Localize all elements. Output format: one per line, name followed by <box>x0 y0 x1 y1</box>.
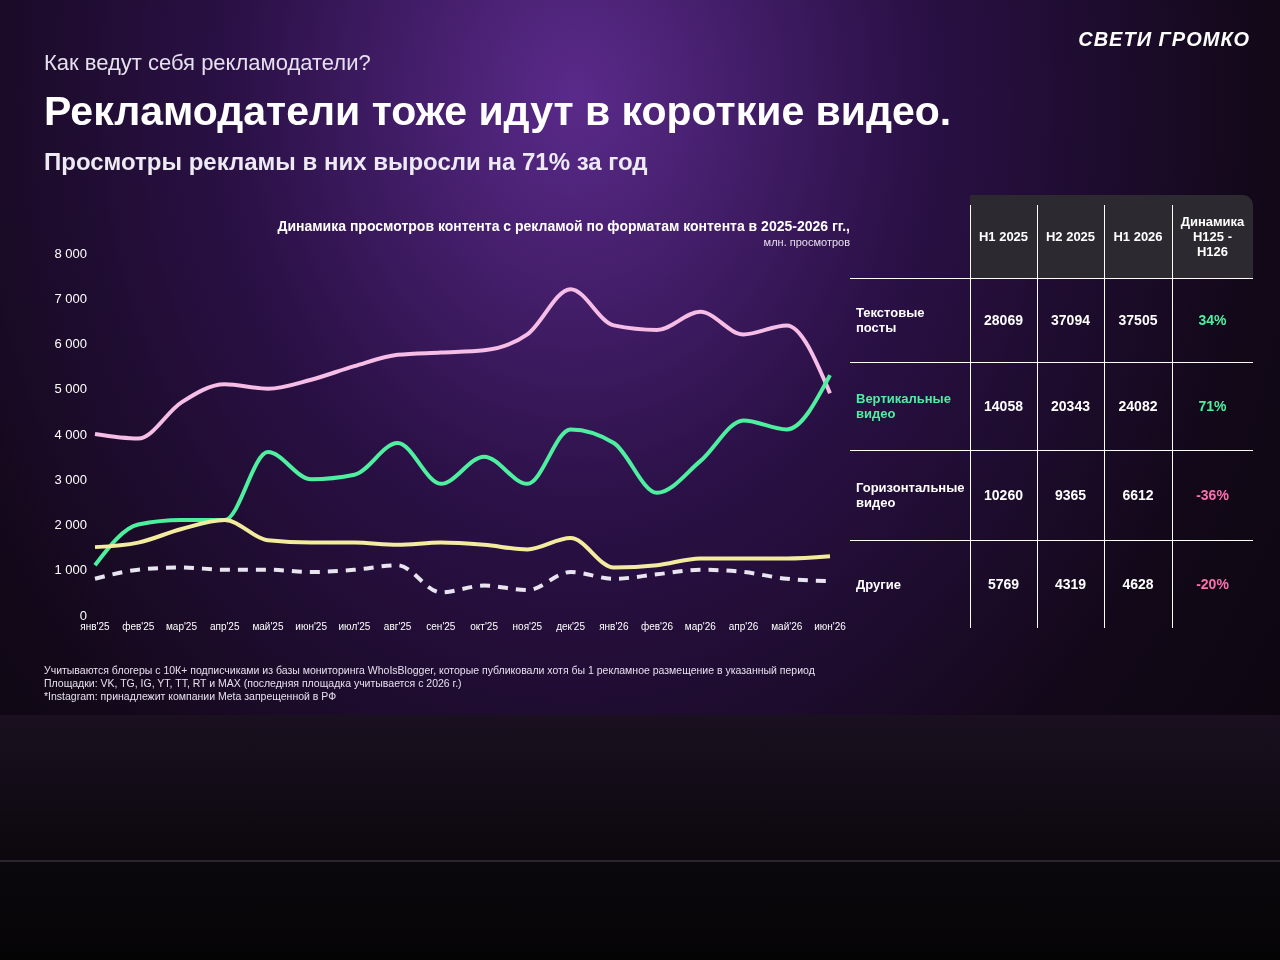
html-text:*Instagram: принадлежит компан: *Instagram: принадлежит компании Meta за… <box>44 690 337 702</box>
html-text:Текстовые посты: Текстовые посты <box>856 305 925 335</box>
svg-text:ноя'25: ноя'25 <box>513 621 543 632</box>
svg-text:сен'25: сен'25 <box>426 621 456 632</box>
html-text:24082: 24082 <box>1118 398 1158 414</box>
html-text:9365: 9365 <box>1054 487 1087 503</box>
html-text:Рекламодатели тоже идут в коро: Рекламодатели тоже идут в короткие видео… <box>44 88 952 134</box>
html-text:37094: 37094 <box>1051 312 1090 328</box>
html-text:4319: 4319 <box>1054 576 1087 592</box>
html-text:-20%: -20% <box>1196 576 1229 592</box>
html-text:Площадки: VK, TG, IG, YT, TT,: Площадки: VK, TG, IG, YT, TT, RT и MAX (… <box>44 677 462 689</box>
svg-text:май'26: май'26 <box>771 621 802 632</box>
html-text:5769: 5769 <box>987 576 1020 592</box>
svg-text:5 000: 5 000 <box>54 381 87 396</box>
html-text:6612: 6612 <box>1122 487 1154 503</box>
html-text:71%: 71% <box>1198 398 1227 414</box>
svg-text:апр'26: апр'26 <box>729 621 759 632</box>
html-text:Динамика просмотров контента с: Динамика просмотров контента с рекламой … <box>277 218 850 234</box>
svg-text:мар'26: мар'26 <box>685 621 716 632</box>
svg-text:7 000: 7 000 <box>54 291 87 306</box>
html-text:Вертикальные видео: Вертикальные видео <box>856 391 951 421</box>
svg-text:окт'25: окт'25 <box>470 621 498 632</box>
svg-text:фев'25: фев'25 <box>122 621 155 632</box>
svg-text:6 000: 6 000 <box>54 336 87 351</box>
svg-text:июл'25: июл'25 <box>339 621 371 632</box>
html-text:28069: 28069 <box>984 312 1023 328</box>
html-text:H2 2025: H2 2025 <box>1045 229 1096 244</box>
svg-text:янв'25: янв'25 <box>80 621 110 632</box>
html-text:Просмотры рекламы в них выросл: Просмотры рекламы в них выросли на 71% з… <box>44 148 648 175</box>
html-text:-36%: -36% <box>1196 487 1229 503</box>
svg-text:2 000: 2 000 <box>54 517 87 532</box>
svg-text:апр'25: апр'25 <box>210 621 240 632</box>
svg-text:янв'26: янв'26 <box>599 621 629 632</box>
svg-text:3 000: 3 000 <box>54 472 87 487</box>
svg-text:июн'25: июн'25 <box>295 621 327 632</box>
html-text:H1 2025: H1 2025 <box>978 229 1029 244</box>
html-text:H1 2026: H1 2026 <box>1113 229 1163 244</box>
html-text:4628: 4628 <box>1122 576 1154 592</box>
html-text:Как ведут себя рекламодатели?: Как ведут себя рекламодатели? <box>44 50 371 75</box>
svg-text:0: 0 <box>80 608 87 623</box>
html-text:10260: 10260 <box>984 487 1023 503</box>
html-text:Другие: Другие <box>856 576 901 592</box>
html-text:Учитываются блогеры с 10К+ под: Учитываются блогеры с 10К+ подписчиками … <box>44 664 815 676</box>
svg-text:4 000: 4 000 <box>54 427 87 442</box>
svg-text:авг'25: авг'25 <box>384 621 412 632</box>
html-text:млн. просмотров: млн. просмотров <box>763 236 850 248</box>
svg-text:фев'26: фев'26 <box>641 621 674 632</box>
svg-text:1 000: 1 000 <box>54 562 87 577</box>
html-text:Горизонтальные видео: Горизонтальные видео <box>856 480 965 510</box>
svg-text:июн'26: июн'26 <box>814 621 846 632</box>
svg-text:8 000: 8 000 <box>54 246 87 261</box>
html-text:20343: 20343 <box>1051 398 1090 414</box>
svg-text:май'25: май'25 <box>252 621 283 632</box>
svg-text:дек'25: дек'25 <box>556 621 585 632</box>
html-text:СВЕТИ ГРОМКО: СВЕТИ ГРОМКО <box>1078 28 1250 50</box>
svg-text:мар'25: мар'25 <box>166 621 197 632</box>
html-text:37505: 37505 <box>1118 312 1158 328</box>
html-text:14058: 14058 <box>984 398 1023 414</box>
html-text:34%: 34% <box>1198 312 1227 328</box>
html-text:Динамика H125 - H126: Динамика H125 - H126 <box>1180 214 1245 259</box>
